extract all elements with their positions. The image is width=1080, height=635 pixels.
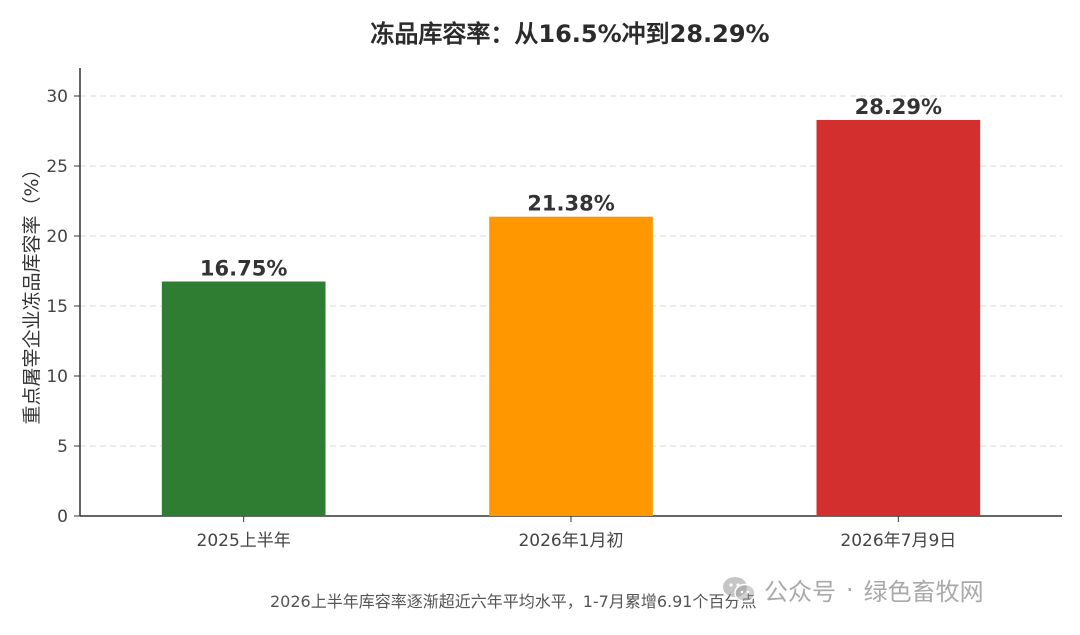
wechat-logo-icon	[723, 576, 756, 602]
chart-title: 冻品库容率：从16.5%冲到28.29%	[370, 20, 770, 48]
watermark: 公众号 · 绿色畜牧网	[722, 572, 984, 607]
x-tick-label: 2025上半年	[197, 531, 291, 551]
bar	[816, 119, 981, 516]
y-tick-label: 20	[46, 227, 68, 247]
y-tick-label: 0	[57, 507, 68, 527]
x-tick-label: 2026年1月初	[518, 531, 623, 551]
watermark-separator: ·	[846, 575, 854, 604]
bar	[161, 281, 326, 516]
data-label: 28.29%	[855, 95, 942, 119]
chart-footnote: 2026上半年库容率逐渐超近六年平均水平，1-7月累增6.91个百分点	[270, 592, 757, 611]
data-label: 16.75%	[200, 257, 287, 281]
y-tick-label: 25	[46, 157, 68, 177]
x-tick-label: 2026年7月9日	[840, 531, 956, 551]
y-axis-label: 重点屠宰企业冻品库容率（%）	[21, 159, 43, 424]
y-tick-label: 5	[57, 437, 68, 457]
y-tick-label: 30	[46, 87, 68, 107]
watermark-account: 绿色畜牧网	[863, 578, 984, 606]
bar	[489, 216, 653, 516]
y-tick-label: 10	[46, 367, 68, 387]
data-label: 21.38%	[527, 192, 614, 216]
watermark-source: 公众号	[764, 578, 836, 606]
y-tick-label: 15	[46, 297, 68, 317]
